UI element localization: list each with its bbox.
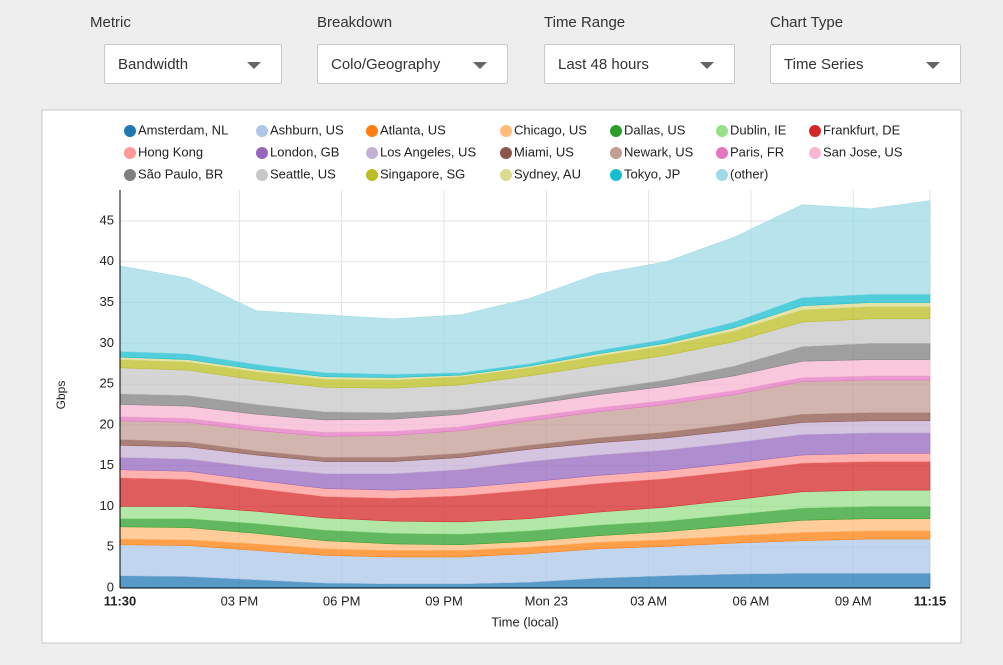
y-tick-label: 40 [100,253,114,268]
legend-label: Los Angeles, US [380,144,476,159]
legend-label: Paris, FR [730,144,784,159]
dropdown[interactable]: Colo/Geography [317,44,508,84]
legend-swatch [124,147,136,159]
legend-swatch [716,125,728,137]
legend-swatch [256,125,268,137]
x-tick-label: 06 AM [733,593,770,608]
x-tick-label: 11:15 [914,593,947,608]
dropdown-arrow [473,62,487,69]
legend-label: London, GB [270,144,339,159]
dropdown-arrow [700,62,714,69]
y-tick-label: 10 [100,498,114,513]
dropdown-arrow [926,62,940,69]
legend-label: Hong Kong [138,144,203,159]
dropdown-value: Colo/Geography [331,56,441,73]
dropdown[interactable]: Last 48 hours [544,44,735,84]
legend-label: Sydney, AU [514,166,581,181]
y-tick-label: 35 [100,294,114,309]
legend-swatch [809,147,821,159]
legend-label: Ashburn, US [270,122,344,137]
x-tick-label: 06 PM [323,593,361,608]
legend-swatch [256,169,268,181]
legend-label: Dallas, US [624,122,686,137]
dropdown-value: Time Series [784,56,864,73]
legend-label: Atlanta, US [380,122,446,137]
legend-label: (other) [730,166,768,181]
legend-swatch [610,125,622,137]
legend-label: Miami, US [514,144,574,159]
area [119,200,931,375]
y-tick-label: 15 [100,457,114,472]
y-tick-label: 20 [100,416,114,431]
x-tick-label: 11:30 [104,593,137,608]
legend-swatch [366,147,378,159]
control-label: Breakdown [317,14,393,31]
legend-label: São Paulo, BR [138,166,223,181]
dropdown-value: Bandwidth [118,56,189,73]
legend-swatch [809,125,821,137]
dropdown-value: Last 48 hours [558,56,649,73]
legend-swatch [124,169,136,181]
x-tick-label: 09 AM [835,593,872,608]
y-axis-label: Gbps [54,381,68,410]
legend-label: Dublin, IE [730,122,787,137]
legend-swatch [610,169,622,181]
legend-label: San Jose, US [823,144,903,159]
legend-label: Chicago, US [514,122,587,137]
legend-swatch [716,147,728,159]
legend-swatch [366,125,378,137]
y-tick-label: 45 [100,212,114,227]
x-tick-label: 03 PM [221,593,259,608]
x-tick-label: Mon 23 [525,593,568,608]
legend-label: Frankfurt, DE [823,122,901,137]
legend-swatch [610,147,622,159]
control-label: Time Range [544,14,626,31]
dropdown[interactable]: Time Series [770,44,961,84]
dropdown[interactable]: Bandwidth [104,44,282,84]
x-axis-label: Time (local) [491,614,558,629]
control-label: Metric [90,14,131,31]
legend-swatch [124,125,136,137]
legend-swatch [500,125,512,137]
y-tick-label: 5 [107,539,114,554]
y-tick-label: 0 [107,579,114,594]
control-label: Chart Type [770,14,844,31]
dropdown-arrow [247,62,261,69]
legend-swatch [500,169,512,181]
legend-label: Newark, US [624,144,694,159]
y-tick-label: 25 [100,376,114,391]
legend-label: Singapore, SG [380,166,465,181]
legend-swatch [500,147,512,159]
legend-label: Amsterdam, NL [138,122,228,137]
legend-label: Seattle, US [270,166,336,181]
legend-label: Tokyo, JP [624,166,680,181]
x-tick-label: 09 PM [425,593,463,608]
legend-swatch [256,147,268,159]
legend-swatch [366,169,378,181]
legend-swatch [716,169,728,181]
x-tick-label: 03 AM [630,593,667,608]
y-tick-label: 30 [100,335,114,350]
